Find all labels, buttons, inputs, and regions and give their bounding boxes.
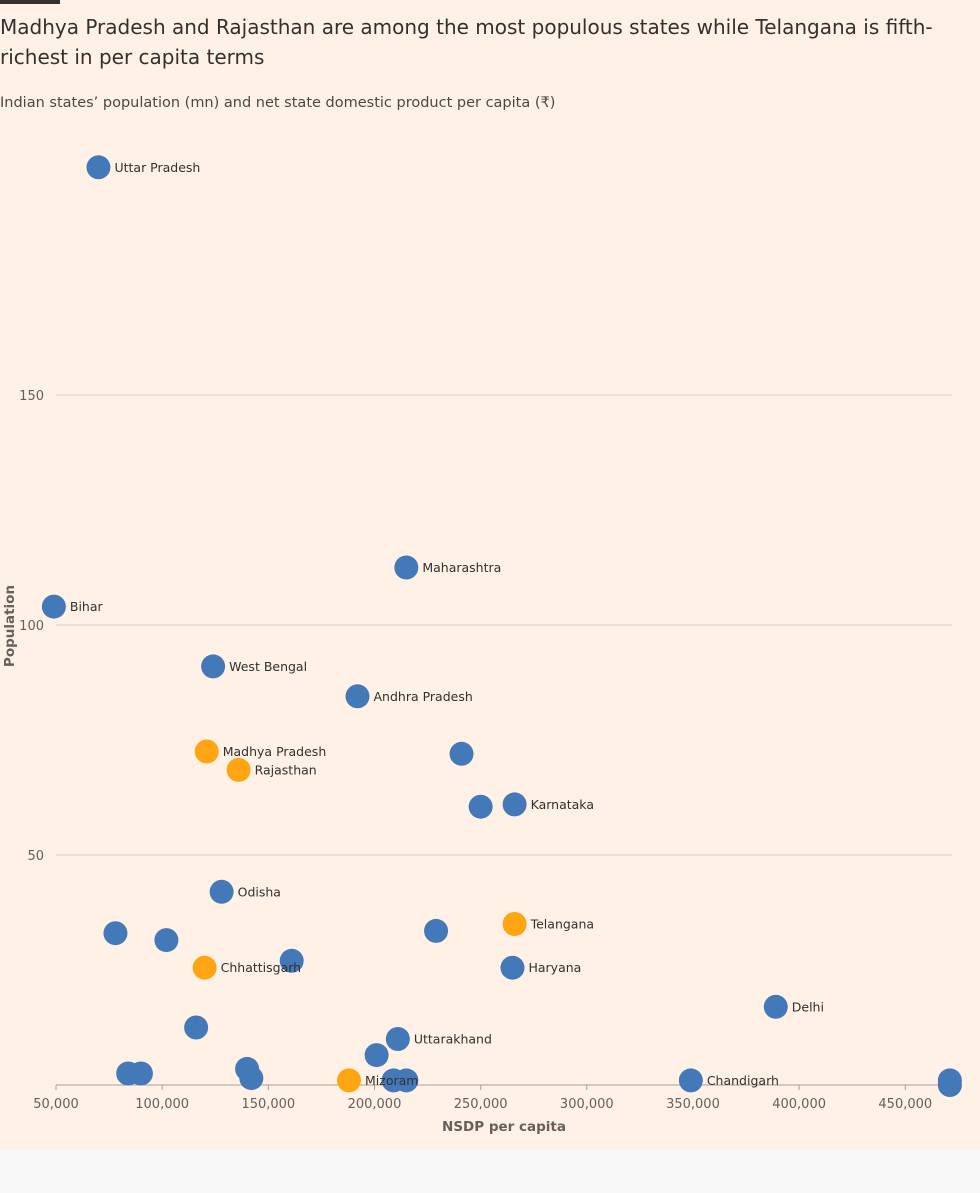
y-axis: 50 100 150 [19, 389, 44, 864]
point-label: Delhi [792, 999, 824, 1014]
data-point [500, 955, 525, 980]
point-label: Odisha [238, 884, 281, 899]
data-point [394, 555, 419, 580]
x-axis: 50,000 100,000 150,000 200,000 250,000 300,00… [33, 1084, 952, 1112]
y-axis-title: Population [2, 585, 18, 667]
data-points [41, 155, 962, 1097]
point-label: Haryana [528, 960, 581, 975]
point-label: Bihar [70, 599, 104, 614]
x-tick-label: 450,000 [878, 1097, 932, 1112]
x-tick-label: 200,000 [348, 1097, 402, 1112]
data-point [468, 794, 493, 819]
point-label: Telangana [530, 917, 594, 932]
data-point [184, 1015, 209, 1040]
point-label: Karnataka [531, 797, 594, 812]
chart-title: Madhya Pradesh and Rajasthan are among t… [0, 15, 933, 69]
point-label: Rajasthan [255, 762, 317, 777]
chart-subtitle: Indian states’ population (mn) and net s… [0, 95, 556, 111]
point-labels: Uttar Pradesh Maharashtra Bihar West Bengal… [70, 160, 824, 1088]
y-tick-label: 100 [19, 619, 44, 634]
data-point [209, 879, 234, 904]
highlight-point [226, 757, 251, 782]
data-point [345, 684, 370, 709]
x-tick-label: 100,000 [135, 1097, 189, 1112]
data-point [364, 1043, 389, 1068]
point-label: Uttarakhand [414, 1032, 492, 1047]
point-label: Madhya Pradesh [223, 744, 327, 759]
data-point [128, 1061, 153, 1086]
gridlines [56, 394, 952, 856]
data-point [502, 792, 527, 817]
highlight-point [192, 955, 217, 980]
highlight-point [337, 1068, 362, 1093]
x-tick-label: 300,000 [560, 1097, 614, 1112]
data-point [279, 948, 304, 973]
x-tick-label: 250,000 [454, 1097, 508, 1112]
data-point [86, 155, 111, 180]
data-point [424, 918, 449, 943]
point-label: Andhra Pradesh [373, 689, 472, 704]
y-tick-label: 150 [19, 389, 44, 404]
data-point [937, 1073, 962, 1097]
x-tick-label: 400,000 [772, 1097, 826, 1112]
brand-bar [0, 0, 60, 4]
highlight-point [194, 739, 219, 764]
chart-card: Madhya Pradesh and Rajasthan are among t… [0, 0, 980, 1150]
x-tick-label: 350,000 [666, 1097, 720, 1112]
scatter-chart: 50,000 100,000 150,000 200,000 250,000 300,00… [2, 155, 962, 1135]
data-point [449, 741, 474, 766]
data-point [201, 654, 226, 679]
point-label: West Bengal [229, 659, 307, 674]
point-label: Maharashtra [422, 560, 501, 575]
point-label: Chandigarh [707, 1073, 779, 1088]
data-point [394, 1068, 419, 1093]
x-axis-title: NSDP per capita [442, 1119, 566, 1135]
data-point [239, 1066, 264, 1091]
y-tick-label: 50 [27, 849, 44, 864]
point-label: Chhattisgarh [221, 960, 301, 975]
data-point [385, 1027, 410, 1051]
highlight-point [502, 912, 527, 936]
point-label: Mizoram [365, 1073, 418, 1088]
x-tick-label: 50,000 [33, 1097, 79, 1112]
data-point [154, 928, 179, 953]
x-tick-label: 150,000 [241, 1097, 295, 1112]
data-point [103, 921, 128, 946]
data-point [763, 994, 788, 1019]
data-point [41, 594, 66, 619]
point-label: Uttar Pradesh [114, 160, 200, 175]
data-point [678, 1068, 703, 1093]
